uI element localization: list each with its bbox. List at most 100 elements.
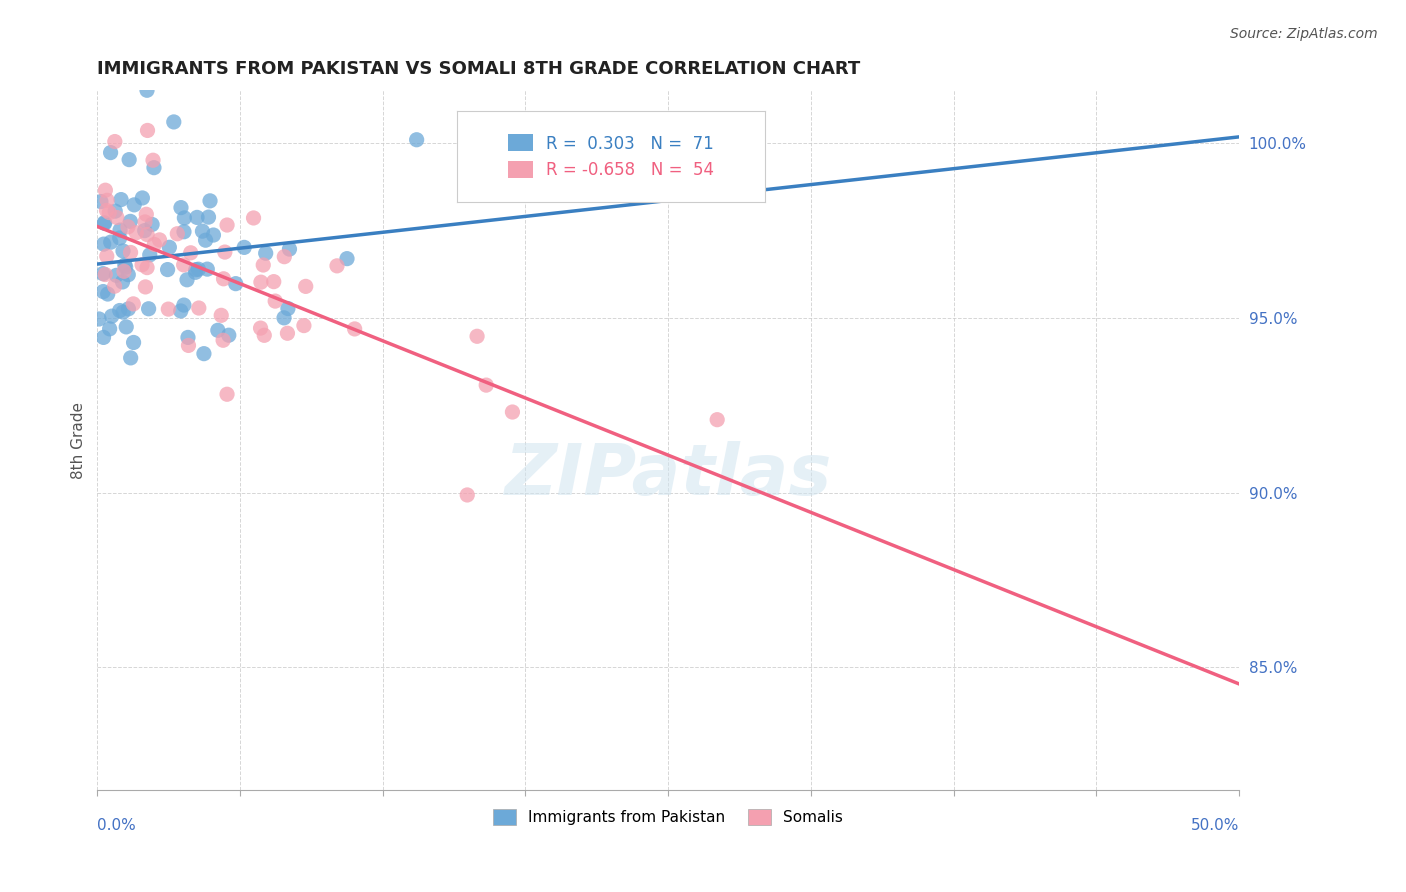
Point [215, 387, 238, 401]
Point [114, 260, 136, 275]
Point [186, 211, 208, 225]
Point [465, 329, 488, 343]
Point [148, 233, 170, 247]
Point [96, 249, 118, 263]
Point [134, 280, 156, 294]
Point [93, 216, 115, 230]
Point [405, 133, 427, 147]
Text: 50.0%: 50.0% [1191, 818, 1239, 833]
Point [112, 264, 135, 278]
Point [98, 322, 121, 336]
Point [170, 201, 193, 215]
Point [163, 115, 186, 129]
Point [254, 246, 277, 260]
Point [96, 194, 118, 208]
Point [93, 216, 115, 230]
Point [142, 153, 165, 168]
Point [336, 252, 359, 266]
Point [87, 312, 110, 326]
Point [118, 153, 141, 167]
Point [173, 211, 195, 225]
Point [157, 302, 180, 317]
Point [187, 301, 209, 315]
Point [120, 214, 142, 228]
Point [117, 219, 139, 234]
Point [94, 183, 117, 197]
Point [706, 412, 728, 426]
Point [242, 211, 264, 225]
Point [110, 193, 132, 207]
Point [94, 268, 117, 282]
Point [104, 204, 127, 219]
Point [225, 277, 247, 291]
Point [218, 328, 240, 343]
Point [184, 262, 207, 277]
Point [177, 338, 200, 352]
Point [176, 273, 198, 287]
Point [277, 301, 299, 316]
Point [112, 305, 135, 319]
Text: ZIPatlas: ZIPatlas [505, 441, 832, 509]
Point [252, 258, 274, 272]
Point [138, 301, 160, 316]
Point [136, 260, 159, 275]
Point [194, 233, 217, 247]
Point [326, 259, 349, 273]
Point [180, 245, 202, 260]
Point [139, 248, 162, 262]
Point [131, 258, 153, 272]
Point [195, 262, 218, 277]
Point [253, 328, 276, 343]
Point [111, 275, 134, 289]
Point [212, 272, 235, 286]
Point [292, 318, 315, 333]
Point [108, 231, 131, 245]
Point [91, 267, 114, 281]
Point [197, 210, 219, 224]
Point [273, 310, 295, 325]
Point [136, 83, 159, 97]
Point [141, 218, 163, 232]
Point [111, 244, 134, 258]
Point [173, 258, 195, 272]
Point [187, 262, 209, 277]
Text: 0.0%: 0.0% [97, 818, 136, 833]
Text: Source: ZipAtlas.com: Source: ZipAtlas.com [1230, 27, 1378, 41]
Point [173, 225, 195, 239]
Point [135, 207, 157, 221]
Y-axis label: 8th Grade: 8th Grade [72, 401, 86, 479]
Point [177, 330, 200, 344]
Point [105, 211, 128, 225]
Point [207, 323, 229, 337]
Point [93, 237, 115, 252]
Point [456, 488, 478, 502]
Point [125, 226, 148, 240]
Point [510, 169, 533, 183]
Point [136, 123, 159, 137]
Point [104, 279, 127, 293]
Point [93, 330, 115, 344]
Point [209, 309, 232, 323]
Point [105, 268, 128, 283]
Point [294, 279, 316, 293]
Point [100, 145, 122, 160]
Point [122, 335, 145, 350]
Point [193, 346, 215, 360]
Point [100, 235, 122, 249]
Point [100, 309, 122, 323]
Point [166, 227, 188, 241]
Point [475, 378, 498, 392]
Point [276, 326, 298, 341]
Point [122, 198, 145, 212]
Point [170, 304, 193, 318]
Point [214, 245, 236, 260]
Point [104, 135, 127, 149]
Point [120, 351, 142, 365]
Point [278, 242, 301, 256]
Point [264, 294, 287, 309]
Point [250, 275, 273, 289]
Point [91, 285, 114, 299]
Point [97, 287, 120, 301]
Point [273, 250, 295, 264]
Point [136, 227, 159, 242]
